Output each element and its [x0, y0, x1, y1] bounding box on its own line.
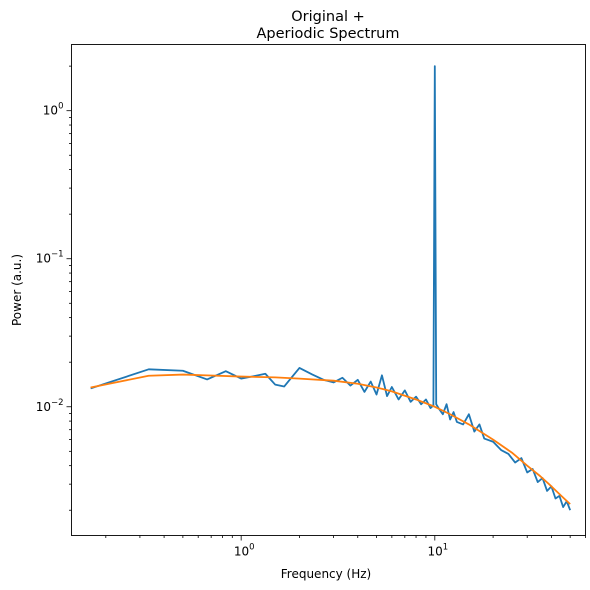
series-line-0: [90, 65, 572, 511]
y-tick-label-1: 10−1: [36, 250, 64, 266]
y-tick-label-0: 10−2: [36, 398, 64, 414]
series-layer: [90, 65, 572, 511]
y-axis-label: Power (a.u.): [10, 254, 24, 326]
y-tick-label-2: 100: [43, 102, 64, 118]
x-axis-label: Frequency (Hz): [281, 567, 372, 581]
ticks-layer: 100 101 10−2 10−1 100: [36, 65, 586, 559]
chart-title-line-1: Original +: [291, 9, 365, 25]
x-tick-label-1: 101: [427, 543, 448, 559]
x-tick-label-0: 100: [234, 543, 255, 559]
plot-frame: [71, 44, 586, 536]
chart-title-line-2: Aperiodic Spectrum: [257, 26, 400, 42]
series-line-1: [90, 373, 571, 505]
